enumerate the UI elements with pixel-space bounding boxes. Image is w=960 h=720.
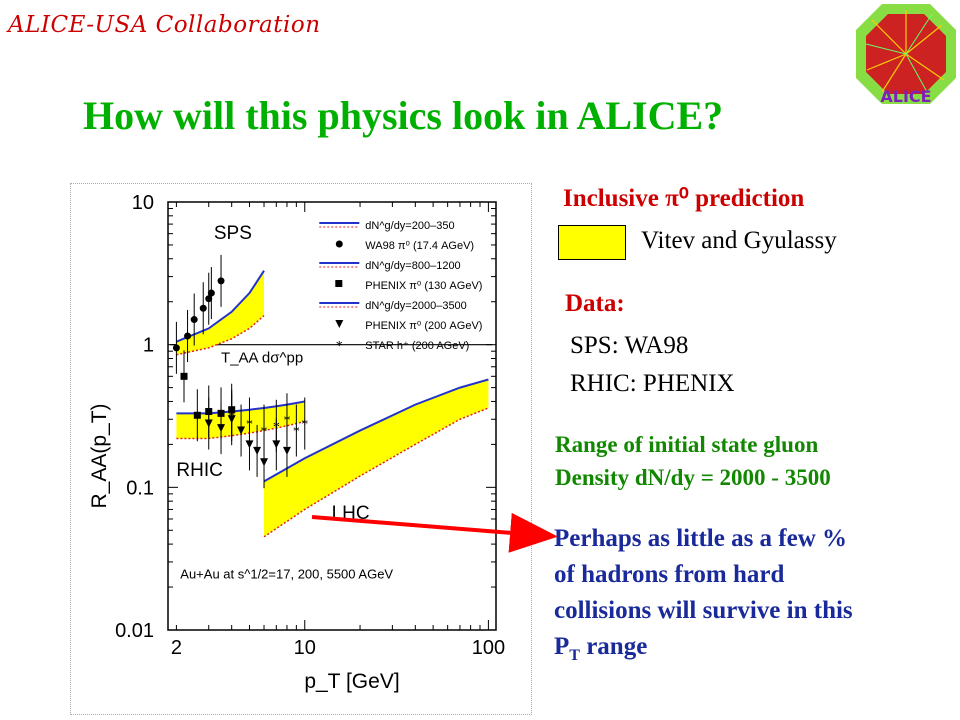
phenix200-point (237, 426, 246, 435)
prediction-title: Inclusive π⁰ prediction (563, 185, 805, 212)
phenix200-point (282, 446, 291, 455)
density-line-2: Density dN/dy = 2000 - 3500 (555, 465, 831, 490)
survival-line-4: PT range (554, 629, 853, 674)
density-line-1: Range of initial state gluon (555, 432, 819, 457)
legend-marker-triangle (335, 320, 344, 328)
raa-plot-frame: 2 10 100 0.01 0.1 1 10 p_T [GeV] R_AA(p_T) * * * * * *… (70, 183, 532, 715)
data-rhic: RHIC: PHENIX (570, 370, 735, 397)
phenix200-point (217, 424, 226, 433)
prediction-source: Vitev and Gyulassy (641, 227, 837, 254)
collision-system-label: Au+Au at s^1/2=17, 200, 5500 AGeV (180, 566, 393, 581)
region-label-sps: SPS (214, 223, 252, 244)
wa98-point (199, 304, 207, 312)
y-tick-label: 1 (143, 335, 154, 357)
legend-entry: dN^g/dy=800–1200 (365, 260, 460, 272)
legend-marker-star: * (336, 339, 343, 354)
region-label-rhic: RHIC (176, 460, 222, 481)
x-tick-label: 10 (294, 637, 316, 659)
star-point: * (228, 409, 235, 424)
legend-entry: PHENIX π⁰ (130 AGeV) (365, 280, 482, 292)
survival-line-1: Perhaps as little as a few % (554, 525, 848, 552)
phenix130-point (193, 411, 201, 419)
legend-entry: dN^g/dy=2000–3500 (365, 300, 467, 312)
star-point: * (261, 425, 268, 440)
wa98-point (184, 332, 192, 340)
slide-title: How will this physics look in ALICE? (83, 93, 724, 138)
density-note: Range of initial state gluon Density dN/… (555, 428, 831, 494)
band-upper-sps (176, 270, 265, 343)
pt-range-text: range (579, 633, 648, 660)
survival-line-3: collisions will survive in this (554, 597, 853, 624)
wa98-point (207, 289, 215, 297)
region-label-lhc: LHC (332, 503, 370, 524)
data-title: Data: (565, 290, 625, 317)
wa98-point (190, 316, 198, 324)
x-axis-label: p_T [GeV] (304, 670, 399, 693)
legend-entry: PHENIX π⁰ (200 AGeV) (365, 320, 482, 332)
band-lhc (264, 379, 489, 537)
y-tick-label: 0.1 (126, 477, 154, 499)
star-point: * (293, 425, 300, 440)
band-upper-lhc (263, 378, 489, 483)
collaboration-label: ALICE-USA Collaboration (8, 12, 321, 38)
plot-area (167, 201, 497, 631)
phenix200-point (253, 446, 262, 455)
taa-label: T_AA dσ^pp (221, 349, 303, 366)
legend-marker-circle (335, 240, 343, 248)
y-axis-label: R_AA(p_T) (88, 403, 111, 508)
wa98-point (217, 277, 225, 285)
y-tick-label: 0.01 (115, 620, 154, 642)
alice-logo: ALICE (856, 4, 956, 106)
survival-note: Perhaps as little as a few % of hadrons … (554, 521, 853, 674)
legend-entry: STAR h⁺ (200 AGeV) (365, 340, 469, 352)
legend-entry: WA98 π⁰ (17.4 AGeV) (365, 240, 474, 252)
logo-text: ALICE (880, 87, 931, 106)
star-point: * (273, 420, 280, 435)
star-point: * (301, 418, 308, 433)
wa98-point (205, 295, 213, 303)
prediction-swatch (558, 225, 626, 260)
legend-entry: dN^g/dy=200–350 (365, 220, 454, 232)
band-lower-sps (176, 314, 265, 356)
y-tick-label: 10 (132, 192, 154, 214)
pt-symbol: P (554, 633, 570, 660)
survival-line-2: of hadrons from hard (554, 561, 785, 588)
phenix200-point (204, 419, 213, 428)
x-tick-label: 100 (472, 637, 505, 659)
legend-marker-square (335, 280, 343, 287)
pt-subscript: T (569, 647, 580, 664)
band-lower-lhc (263, 407, 489, 538)
star-point: * (283, 413, 290, 428)
wa98-point (172, 344, 180, 352)
star-point: * (246, 418, 253, 433)
phenix200-point (260, 458, 269, 467)
data-sps: SPS: WA98 (570, 332, 689, 359)
x-tick-label: 2 (171, 637, 182, 659)
phenix130-point (180, 372, 188, 380)
